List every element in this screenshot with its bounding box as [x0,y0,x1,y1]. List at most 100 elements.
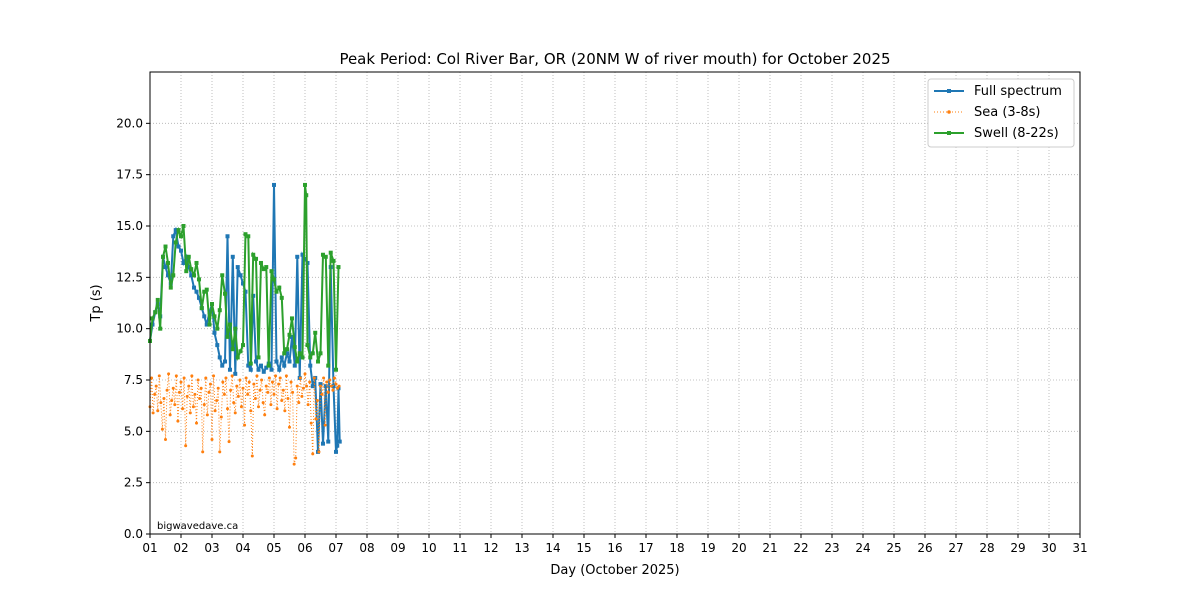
data-point-swell [336,265,341,270]
y-tick-label: 2.5 [124,476,143,490]
data-point-swell [189,267,194,272]
data-point-swell [238,349,243,354]
legend-marker-full-spectrum [947,89,951,93]
data-point-sea [177,390,181,394]
data-point-sea [252,382,256,386]
data-point-swell [282,351,287,356]
watermark-text: bigwavedave.ca [157,521,238,532]
data-point-sea [260,378,264,382]
data-point-sea [325,380,329,384]
x-tick-label: 08 [359,541,374,555]
x-tick-label: 03 [204,541,219,555]
data-point-full-spectrum [300,252,305,257]
data-point-full-spectrum [303,256,307,261]
data-point-sea [309,421,313,425]
data-point-sea [303,372,307,376]
data-point-full-spectrum [165,273,170,278]
data-point-full-spectrum [256,367,261,372]
data-point-sea [277,382,281,386]
data-point-sea [257,405,260,409]
data-point-sea [283,409,287,413]
data-point-sea [315,399,319,403]
data-point-sea [332,376,336,380]
x-tick-label: 01 [142,541,157,555]
data-point-swell [304,193,309,198]
data-point-full-spectrum [225,234,230,239]
data-point-swell [192,273,197,278]
data-point-sea [179,380,183,384]
data-point-sea [337,384,341,388]
data-point-swell [215,326,220,331]
data-point-swell [163,244,168,249]
data-point-sea [292,462,296,466]
data-point-sea [201,450,205,454]
x-tick-label: 20 [731,541,746,555]
x-tick-label: 25 [886,541,901,555]
data-point-swell [194,260,199,265]
data-point-swell [186,254,191,259]
data-point-sea [232,401,236,405]
data-point-swell [171,273,176,278]
data-point-sea [266,390,270,394]
data-point-sea [160,427,164,431]
data-point-swell [204,287,209,292]
data-point-sea [249,409,253,413]
data-point-swell [212,314,217,319]
x-tick-label: 18 [669,541,684,555]
data-point-sea [308,380,312,384]
legend-label-full-spectrum: Full spectrum [974,84,1062,99]
data-point-sea [239,405,243,409]
data-point-swell [279,295,284,300]
data-point-sea [159,401,163,405]
y-tick-label: 12.5 [116,270,143,284]
data-point-swell [248,361,253,366]
y-axis-label: Tp (s) [89,284,104,322]
data-point-full-spectrum [202,314,207,319]
data-point-sea [210,438,214,442]
data-point-swell [334,367,338,372]
data-point-swell [264,265,269,270]
data-point-swell [323,254,328,259]
data-point-full-spectrum [189,273,194,278]
data-point-full-spectrum [194,289,199,294]
legend-marker-sea [947,110,951,114]
data-point-full-spectrum [212,330,217,335]
data-point-swell [168,285,173,290]
data-point-full-spectrum [238,273,243,278]
x-tick-label: 24 [855,541,870,555]
data-point-sea [226,407,229,411]
data-point-sea [300,394,304,398]
data-point-sea [170,399,174,403]
data-point-sea [230,374,234,378]
data-point-swell [199,306,204,311]
data-point-sea [204,376,208,380]
data-point-full-spectrum [217,355,222,360]
data-point-sea [233,411,237,415]
data-point-swell [331,258,336,263]
data-point-swell [230,347,235,352]
data-point-sea [184,444,188,448]
data-point-sea [289,380,293,384]
data-point-full-spectrum [243,289,248,294]
data-point-full-spectrum [274,359,279,364]
data-point-sea [150,376,154,380]
data-point-swell [266,363,271,368]
x-tick-label: 02 [173,541,188,555]
data-point-full-spectrum [215,343,220,348]
data-point-swell [179,234,183,239]
data-point-sea [199,386,203,390]
data-point-sea [202,403,206,407]
data-point-sea [190,374,194,378]
data-point-swell [225,334,230,339]
data-point-sea [336,386,340,390]
data-point-sea [153,392,157,396]
data-point-sea [171,386,175,390]
data-point-sea [222,392,226,396]
data-point-swell [210,302,214,307]
x-tick-label: 11 [452,541,467,555]
data-point-swell [220,273,225,278]
data-point-swell [254,256,259,261]
data-point-sea [250,454,254,458]
legend-marker-swell [947,131,951,135]
data-point-full-spectrum [289,334,294,339]
